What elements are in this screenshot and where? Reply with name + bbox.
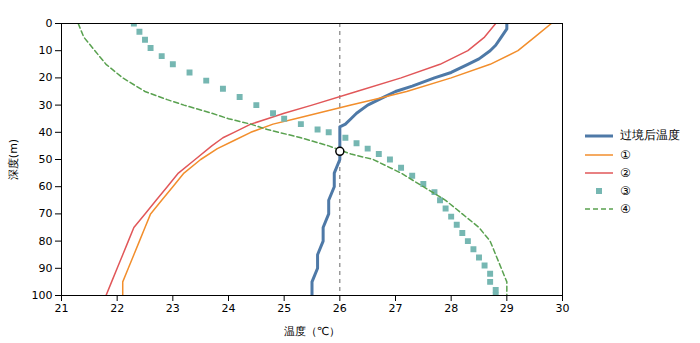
html-text:④: ④ <box>620 202 631 216</box>
svg-text:60: 60 <box>39 180 53 193</box>
html-text:③: ③ <box>620 184 631 198</box>
svg-text:29: 29 <box>500 302 514 315</box>
svg-text:23: 23 <box>166 302 180 315</box>
svg-text:26: 26 <box>333 302 347 315</box>
html-text:②: ② <box>620 166 631 180</box>
svg-text:28: 28 <box>444 302 458 315</box>
svg-text:70: 70 <box>39 207 53 220</box>
svg-text:温度（℃）: 温度（℃） <box>284 324 340 337</box>
svg-text:40: 40 <box>39 125 53 138</box>
svg-text:80: 80 <box>39 234 53 247</box>
svg-text:10: 10 <box>39 44 53 57</box>
svg-text:30: 30 <box>556 302 570 315</box>
svg-text:50: 50 <box>39 153 53 166</box>
html-text:①: ① <box>620 148 631 162</box>
svg-text:深度(m): 深度(m) <box>7 138 20 179</box>
html-text:过境后温度: 过境后温度 <box>620 128 680 142</box>
svg-text:24: 24 <box>222 302 236 315</box>
svg-text:20: 20 <box>39 71 53 84</box>
svg-text:27: 27 <box>389 302 403 315</box>
svg-text:100: 100 <box>32 289 53 302</box>
svg-text:21: 21 <box>55 302 69 315</box>
svg-text:0: 0 <box>46 17 53 30</box>
svg-text:90: 90 <box>39 261 53 274</box>
svg-text:25: 25 <box>277 302 291 315</box>
svg-text:22: 22 <box>110 302 124 315</box>
svg-text:30: 30 <box>39 98 53 111</box>
